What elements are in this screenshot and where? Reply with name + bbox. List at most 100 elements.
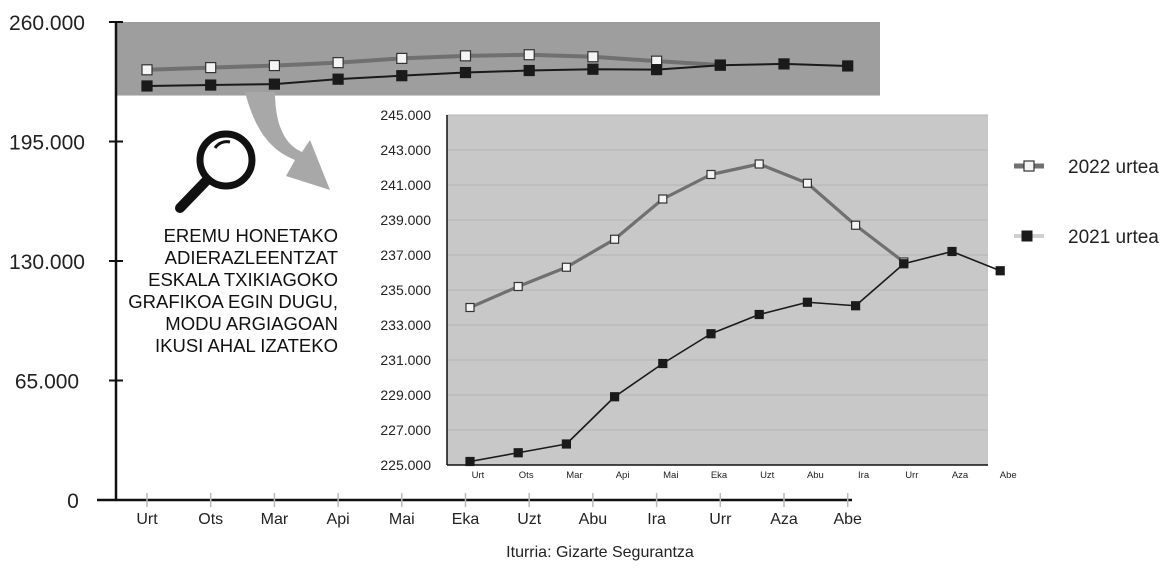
inset-x-tick-label: Eka [711, 470, 728, 481]
inset-point-2022 [850, 220, 861, 230]
main-point-2021 [141, 80, 153, 92]
annotation-line: EREMU HONETAKO [164, 225, 338, 246]
inset-point-2022 [513, 281, 523, 292]
inset-point-2021 [850, 301, 861, 311]
inset-point-2021 [561, 439, 572, 449]
main-point-2021 [650, 64, 663, 76]
main-point-2022 [332, 57, 344, 69]
main-point-2022 [587, 51, 599, 63]
inset-point-2021 [802, 297, 813, 307]
inset-y-tick-label: 229.000 [380, 387, 431, 403]
legend-swatch-marker [1021, 230, 1033, 242]
inset-point-2022 [561, 262, 572, 272]
main-y-tick-label: 260.000 [9, 12, 85, 35]
main-point-2022 [268, 59, 280, 72]
main-point-2022 [396, 52, 408, 65]
inset-y-tick-label: 233.000 [380, 317, 431, 333]
main-point-2021 [778, 58, 790, 70]
main-y-tick-labels: 0 65.000 130.000 195.000 260.000 [9, 12, 123, 513]
main-point-2022 [459, 50, 472, 62]
inset-point-2021 [947, 246, 957, 257]
highlight-band [116, 22, 880, 96]
inset-point-2021 [658, 358, 668, 369]
inset-x-tick-label: Mar [566, 470, 582, 481]
main-point-2022 [141, 64, 153, 76]
inset-x-tick-label: Urr [905, 470, 918, 481]
annotation-line: IKUSI AHAL IZATEKO [155, 335, 338, 356]
inset-x-tick-label: Urt [472, 470, 485, 481]
inset-point-2021 [609, 392, 620, 402]
inset-series-line-2021 [469, 250, 1001, 463]
annotation-line: ADIERAZLEENTZAT [165, 247, 338, 268]
inset-y-tick-label: 225.000 [380, 457, 431, 473]
inset-point-2021 [899, 259, 909, 269]
main-point-2022 [523, 49, 535, 61]
main-x-tick-label: Urt [136, 511, 158, 528]
annotation-line: MODU ARGIAGOAN [165, 313, 338, 334]
main-series-line-2021 [146, 62, 848, 87]
inset-point-2022 [658, 194, 668, 204]
inset-x-tick-label: Abu [807, 470, 824, 481]
legend-item-2021: 2021 urtea [1014, 227, 1159, 248]
inset-point-2022 [706, 169, 716, 180]
main-x-tick-labels: Urt Ots Mar Api Mai Eka Uzt Abu Ira Urr Aza Abe [136, 493, 862, 528]
curved-arrow-icon [245, 92, 330, 190]
magnifying-glass-icon [175, 130, 256, 213]
main-point-2021 [268, 78, 280, 90]
inset-point-2021 [706, 329, 716, 339]
main-point-2021 [332, 73, 344, 85]
main-y-tick-label: 130.000 [9, 251, 85, 274]
main-x-tick-label: Abu [579, 511, 607, 528]
main-x-tick-label: Mar [261, 511, 289, 528]
inset-series [465, 159, 1005, 467]
inset-point-2021 [513, 448, 523, 458]
main-point-2021 [523, 64, 535, 77]
inset-y-tick-label: 237.000 [380, 247, 431, 263]
inset-x-tick-label: Mai [663, 470, 678, 481]
annotation-line: ESKALA TXIKIAGOKO [148, 269, 338, 290]
main-y-tick-label: 65.000 [15, 371, 79, 394]
main-point-2022 [205, 61, 217, 74]
inset-y-tick-label: 243.000 [380, 142, 431, 158]
main-point-2021 [587, 63, 599, 75]
legend: 2022 urtea 2021 urtea [1014, 157, 1159, 248]
main-x-tick-label: Eka [452, 511, 480, 528]
main-x-tick-label: Ots [198, 511, 223, 528]
main-y-tick-label: 195.000 [9, 132, 85, 155]
main-x-tick-label: Urr [709, 511, 732, 528]
inset-x-tick-label: Ots [519, 470, 534, 481]
inset-point-2022 [609, 234, 620, 244]
legend-item-2022: 2022 urtea [1014, 157, 1159, 178]
main-series [141, 49, 854, 92]
inset-y-tick-label: 239.000 [380, 212, 431, 228]
main-point-2021 [396, 70, 408, 82]
inset-series-line-2022 [469, 162, 905, 309]
inset-y-tick-label: 231.000 [380, 352, 431, 368]
inset-point-2022 [754, 159, 764, 169]
main-x-tick-label: Mai [389, 511, 415, 528]
legend-swatch-marker [1023, 160, 1035, 172]
inset-x-tick-label: Uzt [760, 470, 775, 481]
inset-x-tick-label: Aza [952, 470, 969, 481]
main-x-tick-label: Abe [833, 511, 862, 528]
source-note: Iturria: Gizarte Segurantza [506, 544, 694, 561]
inset-y-tick-label: 227.000 [380, 422, 431, 438]
inset-y-tick-labels: 225.000 227.000 229.000 231.000 233.000 235.0… [380, 107, 431, 473]
main-x-tick-label: Aza [770, 511, 798, 528]
legend-label: 2021 urtea [1068, 227, 1159, 248]
inset-point-2022 [465, 302, 475, 313]
inset-point-2021 [754, 309, 764, 320]
inset-point-2022 [802, 178, 813, 188]
inset-y-tick-label: 235.000 [380, 282, 431, 298]
main-point-2021 [714, 59, 726, 71]
inset-point-2021 [995, 266, 1005, 276]
main-point-2021 [459, 66, 472, 79]
main-x-tick-label: Api [327, 511, 350, 528]
main-point-2021 [842, 60, 854, 72]
inset-x-tick-label: Ira [858, 470, 870, 481]
main-x-tick-label: Ira [647, 511, 666, 528]
inset-axes [446, 115, 988, 466]
inset-x-tick-label: Abe [1000, 470, 1017, 481]
